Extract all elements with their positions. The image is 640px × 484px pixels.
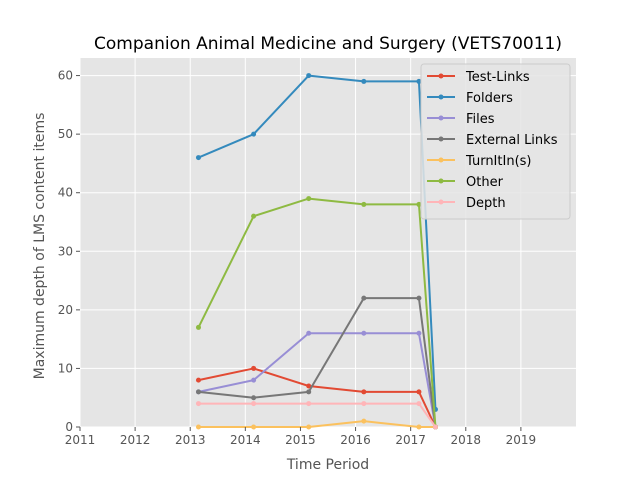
legend-swatch-marker (438, 178, 444, 184)
data-point (251, 395, 257, 401)
legend-swatch-marker (438, 136, 444, 142)
data-point (416, 389, 422, 395)
data-point (306, 330, 312, 336)
y-tick-label: 20 (58, 303, 73, 317)
series-line (198, 367, 437, 428)
data-point (361, 201, 367, 207)
data-point (251, 131, 257, 137)
data-point (195, 401, 201, 407)
x-tick-label: 2012 (120, 433, 151, 447)
data-point (416, 401, 422, 407)
data-point (416, 330, 422, 336)
x-tick-label: 2011 (65, 433, 96, 447)
data-point (361, 418, 367, 424)
legend-label: Folders (466, 91, 513, 106)
y-axis-label: Maximum depth of LMS content items (32, 113, 48, 380)
x-tick-label: 2018 (451, 433, 482, 447)
legend-swatch-marker (438, 199, 444, 205)
series-line (198, 402, 437, 428)
data-point (361, 78, 367, 84)
data-point (195, 155, 201, 161)
series-line (198, 332, 437, 428)
axis-ticks: 2011 2012 2013 2014 2015 2016 2017 2018 2019 0 10 2… (58, 69, 536, 447)
legend-label: Other (466, 175, 504, 190)
legend-swatch-marker (438, 94, 444, 100)
data-point (306, 389, 312, 395)
data-point (361, 295, 367, 301)
data-point (416, 295, 422, 301)
data-point (306, 424, 312, 430)
data-point (195, 324, 201, 330)
data-point (251, 213, 257, 219)
data-point (306, 383, 312, 389)
data-point (195, 389, 201, 395)
legend-item: Other (427, 175, 504, 190)
data-point (251, 424, 257, 430)
legend-label: TurnItIn(s) (465, 154, 531, 169)
data-point (416, 424, 422, 430)
series-line (198, 420, 436, 428)
x-tick-label: 2017 (395, 433, 426, 447)
legend-item: External Links (427, 133, 558, 148)
legend: Test-Links Folders Files External Links Turn… (420, 63, 571, 220)
y-tick-label: 40 (58, 186, 73, 200)
y-tick-label: 0 (65, 420, 73, 434)
y-tick-label: 60 (58, 69, 73, 83)
y-tick-label: 30 (58, 244, 73, 258)
data-point (416, 201, 422, 207)
data-point (306, 196, 312, 202)
data-point (306, 401, 312, 407)
series-line (198, 297, 437, 428)
legend-label: Depth (466, 196, 506, 211)
legend-label: External Links (466, 133, 558, 148)
series-line (197, 197, 437, 428)
series-test-links (195, 365, 438, 430)
data-point (251, 377, 257, 383)
data-point (361, 389, 367, 395)
series-layer (195, 73, 438, 430)
data-point (195, 377, 201, 383)
legend-label: Files (466, 112, 495, 127)
chart-title: Companion Animal Medicine and Surgery (V… (94, 34, 562, 54)
legend-item: Depth (427, 196, 506, 211)
x-tick-label: 2013 (175, 433, 206, 447)
y-tick-label: 10 (58, 361, 73, 375)
x-tick-label: 2015 (285, 433, 316, 447)
legend-item: Folders (427, 91, 513, 106)
data-point (361, 330, 367, 336)
legend-item: Files (427, 112, 495, 127)
data-point (195, 424, 201, 430)
legend-swatch-marker (438, 73, 444, 79)
legend-box (420, 63, 571, 220)
x-tick-label: 2016 (340, 433, 371, 447)
legend-item: Test-Links (427, 70, 530, 85)
y-tick-label: 50 (58, 127, 73, 141)
data-point (432, 424, 438, 430)
legend-label: Test-Links (465, 70, 530, 85)
x-tick-label: 2014 (230, 433, 261, 447)
data-point (361, 401, 367, 407)
legend-swatch-marker (438, 157, 444, 163)
x-axis-label: Time Period (286, 457, 369, 473)
x-tick-label: 2019 (506, 433, 537, 447)
legend-swatch-marker (438, 115, 444, 121)
data-point (416, 78, 422, 84)
data-point (251, 401, 257, 407)
series-depth (195, 401, 438, 430)
legend-item: TurnItIn(s) (427, 154, 531, 169)
data-point (306, 73, 312, 79)
data-point (251, 365, 257, 371)
